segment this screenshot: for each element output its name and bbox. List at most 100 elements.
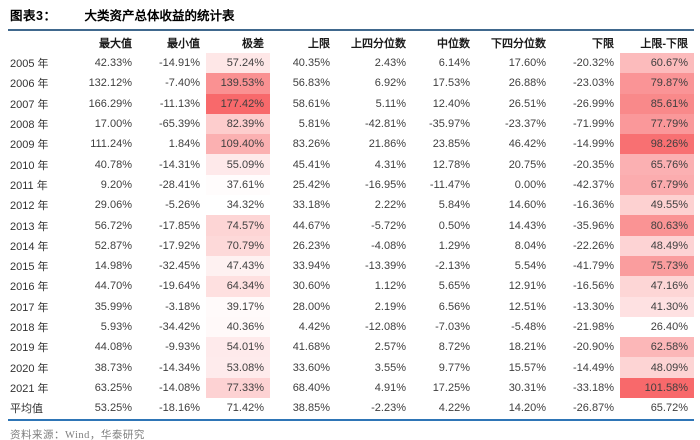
cell: -16.56% [573,280,614,293]
cell: -13.39% [365,260,406,273]
cell: 39.17% [206,296,270,317]
footer-divider [8,419,694,422]
table-row: 2017 年 35.99% -3.18% 39.17% 28.00% 2.19% 6.56%… [8,296,694,317]
cell: 5.93% [100,321,132,333]
cell: 2.19% [374,300,406,313]
cell: -14.31% [159,158,200,171]
cell: 26.88% [508,77,546,90]
cell: -9.93% [165,341,200,354]
cell: 33.18% [292,199,330,212]
cell: 8.72% [438,341,470,354]
cell: -28.41% [159,178,200,191]
cell: 33.94% [292,260,330,273]
cell: -5.48% [511,321,546,333]
cell: 56.83% [292,77,330,90]
cell: -5.72% [371,219,406,232]
cell: -16.36% [573,199,614,212]
cell: -7.40% [165,77,200,90]
cell: 26.40% [620,316,694,338]
cell: 12.40% [432,97,470,110]
cell: 25.42% [292,178,330,191]
cell: 5.54% [514,260,546,273]
cell: 166.29% [88,97,132,110]
cell: 62.58% [620,337,694,358]
cell: -18.16% [159,402,200,415]
row-label: 2021 年 [10,382,49,395]
cell: -20.32% [573,57,614,70]
stats-table: 最大值 最小值 极差 上限 上四分位数 中位数 下四分位数 下限 上限-下限 2005 年 42.… [8,33,694,418]
cell: 77.79% [620,113,694,135]
cell: 53.25% [94,402,132,415]
cell: 8.04% [514,239,546,252]
cell: -21.98% [573,321,614,333]
cell: 48.49% [620,235,694,256]
cell: 3.55% [374,361,406,374]
cell: 44.08% [94,341,132,354]
cell: -42.37% [573,178,614,191]
cell: -19.64% [159,280,200,293]
cell: -11.47% [429,178,470,191]
table-row: 2010 年 40.78% -14.31% 55.09% 45.41% 4.31% 12.7… [8,154,694,175]
cell: 82.39% [206,113,270,135]
table-header-row: 最大值 最小值 极差 上限 上四分位数 中位数 下四分位数 下限 上限-下限 [8,33,694,53]
cell: 47.43% [206,255,270,277]
cell: 58.61% [292,97,330,110]
cell: 17.60% [508,57,546,70]
cell: 53.08% [206,357,270,378]
row-label: 2019 年 [10,342,49,355]
cell: 12.51% [508,300,546,313]
figure-label: 图表3： [10,9,57,23]
cell: 52.87% [94,239,132,252]
cell: 44.67% [292,219,330,232]
cell: -35.97% [429,118,470,131]
row-label: 2020 年 [10,362,49,375]
cell: 177.42% [206,93,270,114]
table-row: 2008 年 17.00% -65.39% 82.39% 5.81% -42.81% -35… [8,113,694,135]
cell: 56.72% [94,219,132,232]
row-label: 2017 年 [10,301,49,314]
cell: 5.84% [438,199,470,212]
column-header: 上四分位数 [351,38,406,50]
cell: 21.86% [368,138,406,151]
cell: 14.43% [508,219,546,232]
cell: 1.84% [168,138,200,151]
cell: 29.06% [94,199,132,212]
cell: -12.08% [365,321,406,333]
table-row: 2012 年 29.06% -5.26% 34.32% 33.18% 2.22% 5.84%… [8,195,694,216]
cell: 65.72% [650,402,688,415]
cell: -34.42% [159,321,200,333]
cell: 6.56% [438,300,470,313]
cell: -5.26% [165,199,200,212]
cell: 60.67% [620,53,694,74]
cell: 80.63% [620,215,694,236]
cell: -22.26% [573,239,614,252]
cell: 132.12% [88,77,132,90]
cell: 2.22% [374,199,406,212]
source-note: 资料来源：Wind，华泰研究 [10,430,145,440]
cell: 38.73% [94,361,132,374]
table-row: 2021 年 63.25% -14.08% 77.33% 68.40% 4.91% 17.2… [8,377,694,399]
table-row: 2014 年 52.87% -17.92% 70.79% 26.23% -4.08% 1.2… [8,235,694,256]
cell: -14.08% [159,381,200,394]
row-label: 2006 年 [10,78,49,91]
cell: 40.78% [94,158,132,171]
cell: -42.81% [365,118,406,131]
cell: 63.25% [94,381,132,394]
cell: -4.08% [371,239,406,252]
column-header: 上限 [308,38,330,50]
column-header: 中位数 [437,38,470,50]
column-header: 最小值 [167,38,200,50]
cell: 18.21% [508,341,546,354]
cell: -2.13% [435,260,470,273]
cell: 6.14% [438,57,470,70]
cell: 17.53% [432,77,470,90]
cell: -2.23% [371,402,406,415]
column-header: 上限-下限 [640,38,688,50]
cell: 77.33% [206,377,270,399]
row-label: 2008 年 [10,119,49,132]
row-label: 2013 年 [10,220,49,233]
cell: -11.13% [159,97,200,110]
cell: -20.90% [573,341,614,354]
cell: 15.57% [508,361,546,374]
cell: 75.73% [620,255,694,277]
